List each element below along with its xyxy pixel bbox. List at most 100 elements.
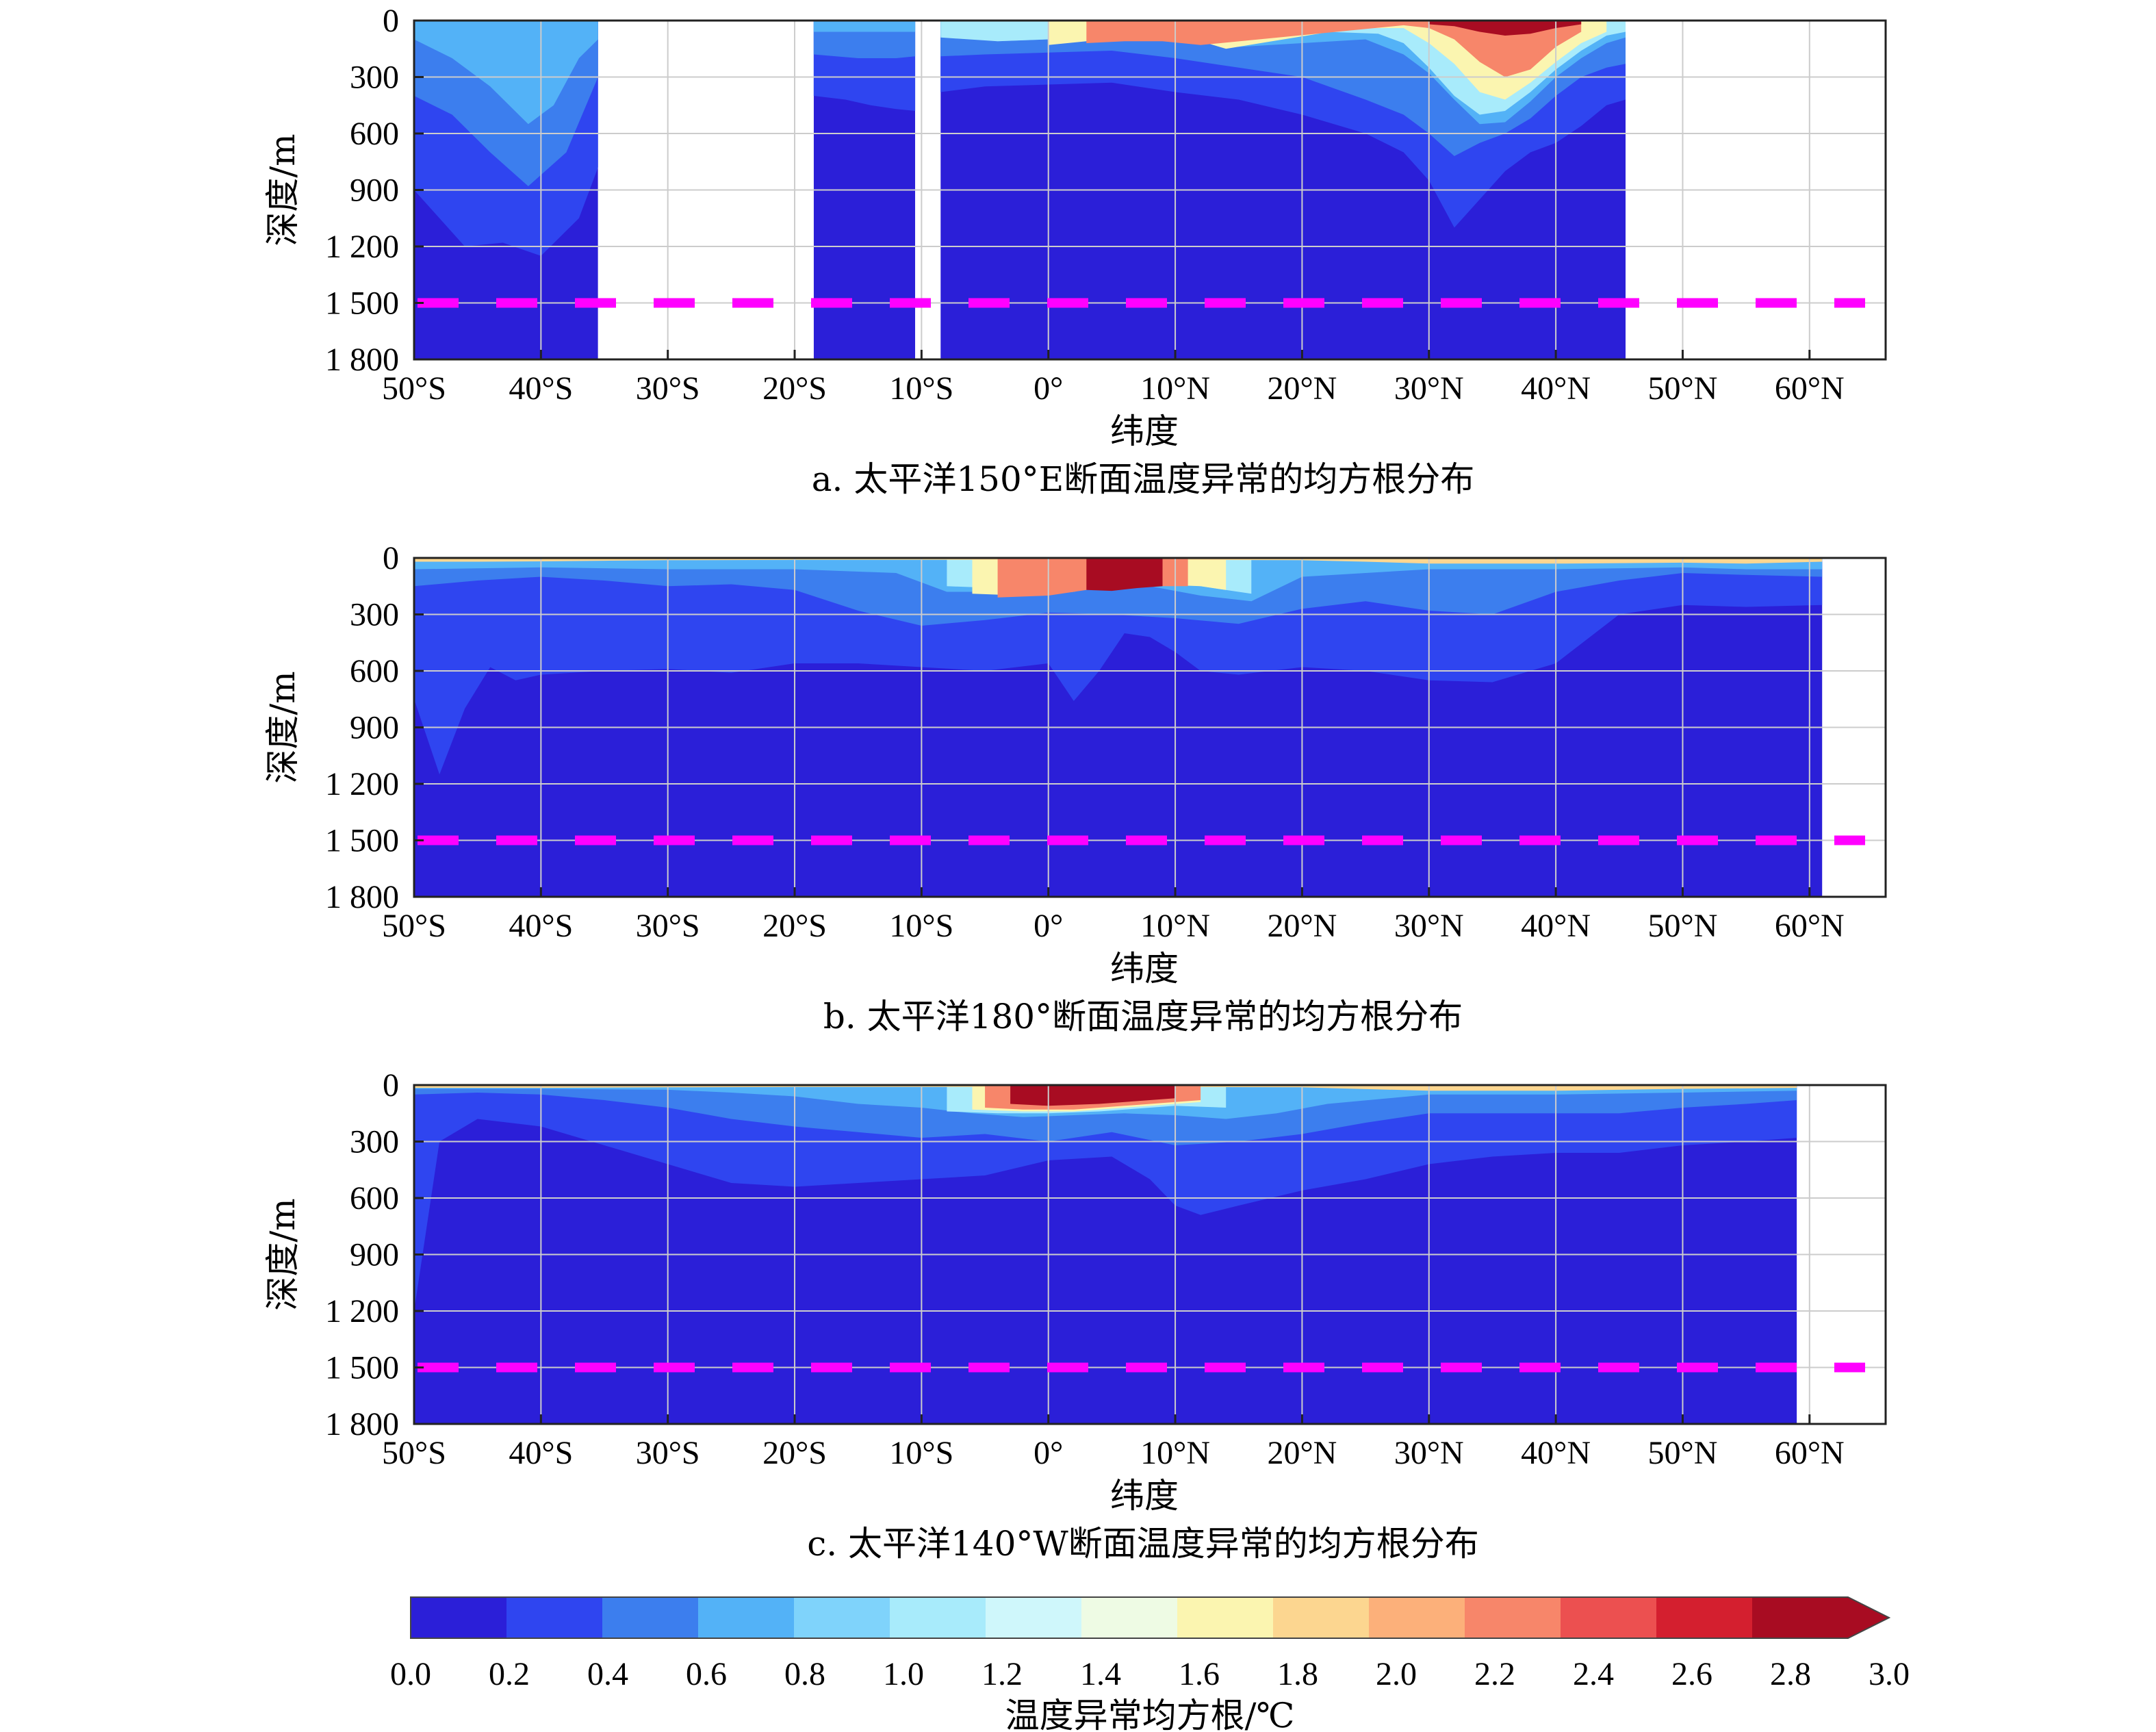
contour-band-2_8 bbox=[1010, 1085, 1176, 1106]
x-tick-label: 50°S bbox=[382, 908, 446, 944]
contour-band-1_8 bbox=[414, 1085, 1797, 1091]
y-axis-label: 深度/m bbox=[263, 1198, 303, 1310]
x-axis-label: 纬度 bbox=[1110, 949, 1179, 989]
contour-band-0_4 bbox=[414, 1085, 1797, 1145]
y-axis-label: 深度/m bbox=[263, 671, 303, 783]
x-tick-label: 0° bbox=[1034, 1435, 1063, 1471]
y-tick-label: 600 bbox=[350, 653, 399, 689]
x-tick-label: 10°N bbox=[1140, 908, 1210, 944]
colorbar-segment bbox=[1081, 1597, 1178, 1638]
y-tick-label: 0 bbox=[383, 3, 399, 39]
y-tick-label: 1 500 bbox=[325, 285, 399, 322]
colorbar-segment bbox=[1273, 1597, 1370, 1638]
x-tick-label: 10°N bbox=[1140, 370, 1210, 407]
contour-band-2_2 bbox=[1086, 21, 1582, 77]
contour-band-0_4 bbox=[414, 558, 1823, 626]
colorbar-tick-label: 1.6 bbox=[1179, 1656, 1220, 1692]
y-tick-label: 1 800 bbox=[325, 342, 399, 378]
y-axis-label: 深度/m bbox=[263, 133, 303, 246]
colorbar-tick-label: 1.4 bbox=[1080, 1656, 1121, 1692]
x-tick-label: 50°S bbox=[382, 370, 446, 407]
x-axis-label: 纬度 bbox=[1110, 1476, 1179, 1516]
x-tick-label: 0° bbox=[1034, 908, 1063, 944]
x-tick-label: 50°N bbox=[1648, 370, 1718, 407]
x-axis-label: 纬度 bbox=[1110, 411, 1179, 451]
y-tick-label: 0 bbox=[383, 540, 399, 576]
colorbar-label: 温度异常均方根/℃ bbox=[1005, 1696, 1295, 1732]
x-tick-label: 40°N bbox=[1521, 908, 1591, 944]
colorbar-tick-label: 3.0 bbox=[1869, 1656, 1910, 1692]
y-tick-label: 1 800 bbox=[325, 879, 399, 915]
x-tick-label: 0° bbox=[1034, 370, 1063, 407]
contour-band-1_8 bbox=[414, 558, 1823, 564]
colorbar-tick-label: 0.0 bbox=[390, 1656, 431, 1692]
x-tick-label: 20°S bbox=[762, 1435, 827, 1471]
x-tick-label: 60°N bbox=[1775, 1435, 1845, 1471]
y-tick-label: 900 bbox=[350, 1237, 399, 1273]
colorbar-tick-label: 1.8 bbox=[1277, 1656, 1318, 1692]
y-tick-label: 1 200 bbox=[325, 229, 399, 265]
x-tick-label: 40°N bbox=[1521, 370, 1591, 407]
x-tick-label: 50°S bbox=[382, 1435, 446, 1471]
colorbar-segment bbox=[986, 1597, 1082, 1638]
colorbar-tick-label: 1.0 bbox=[883, 1656, 924, 1692]
colorbar-segment bbox=[794, 1597, 890, 1638]
y-tick-label: 300 bbox=[350, 1124, 399, 1160]
x-tick-label: 30°N bbox=[1394, 1435, 1464, 1471]
colorbar-tick-label: 2.8 bbox=[1770, 1656, 1811, 1692]
y-tick-label: 900 bbox=[350, 710, 399, 746]
colorbar-tick-label: 1.2 bbox=[981, 1656, 1023, 1692]
colorbar-segment bbox=[1465, 1597, 1561, 1638]
colorbar-tick-label: 2.0 bbox=[1376, 1656, 1417, 1692]
y-tick-label: 1 800 bbox=[325, 1406, 399, 1442]
x-tick-label: 30°N bbox=[1394, 370, 1464, 407]
panel-a: 50°S 40°S 30°S 20°S 10°S 0° 10°N 20°N 30°N 40°N 50… bbox=[263, 3, 1887, 499]
y-tick-label: 600 bbox=[350, 116, 399, 152]
x-tick-label: 20°N bbox=[1267, 1435, 1337, 1471]
panel-caption: c. 太平洋140°W断面温度异常的均方根分布 bbox=[807, 1524, 1479, 1564]
x-tick-label: 20°N bbox=[1267, 370, 1337, 407]
colorbar-tick-label: 0.8 bbox=[784, 1656, 825, 1692]
contour-band-2_8 bbox=[1428, 21, 1582, 36]
x-tick-label: 10°S bbox=[889, 1435, 953, 1471]
x-tick-label: 50°N bbox=[1648, 908, 1718, 944]
x-tick-label: 40°S bbox=[509, 908, 573, 944]
x-tick-label: 20°S bbox=[762, 370, 827, 407]
colorbar-segment bbox=[1656, 1597, 1753, 1638]
colorbar-segment bbox=[1752, 1597, 1848, 1638]
x-tick-label: 40°S bbox=[509, 370, 573, 407]
colorbar-tick-label: 2.4 bbox=[1573, 1656, 1614, 1692]
y-tick-label: 900 bbox=[350, 173, 399, 209]
colorbar-tick-label: 0.4 bbox=[587, 1656, 628, 1692]
y-tick-label: 300 bbox=[350, 60, 399, 96]
colorbar-extend-arrow bbox=[1848, 1597, 1889, 1638]
x-tick-label: 60°N bbox=[1775, 370, 1845, 407]
x-tick-label: 20°S bbox=[762, 908, 827, 944]
colorbar-tick-label: 0.2 bbox=[489, 1656, 530, 1692]
y-tick-label: 1 500 bbox=[325, 1350, 399, 1386]
contour-band-2_8 bbox=[1086, 558, 1163, 591]
panel-c: 50°S 40°S 30°S 20°S 10°S 0° 10°N 20°N 30°N 40°N 50… bbox=[263, 1067, 1887, 1564]
y-tick-label: 1 200 bbox=[325, 766, 399, 802]
colorbar-segment bbox=[1561, 1597, 1657, 1638]
x-tick-label: 40°S bbox=[509, 1435, 573, 1471]
colorbar-tick-label: 2.2 bbox=[1474, 1656, 1515, 1692]
x-tick-label: 10°N bbox=[1140, 1435, 1210, 1471]
x-tick-label: 60°N bbox=[1775, 908, 1845, 944]
x-tick-label: 30°S bbox=[636, 370, 700, 407]
colorbar-segment bbox=[602, 1597, 699, 1638]
colorbar: 0.0 0.2 0.4 0.6 0.8 1.0 1.2 1.4 1.6 1.8 2.0 2.2 2.4 2… bbox=[390, 1596, 1910, 1732]
x-tick-label: 30°S bbox=[636, 1435, 700, 1471]
colorbar-segment bbox=[506, 1597, 603, 1638]
x-tick-label: 30°N bbox=[1394, 908, 1464, 944]
colorbar-segment bbox=[1177, 1597, 1274, 1638]
colorbar-outline bbox=[410, 1596, 1891, 1639]
x-tick-label: 40°N bbox=[1521, 1435, 1591, 1471]
y-tick-label: 1 200 bbox=[325, 1293, 399, 1329]
colorbar-tick-label: 2.6 bbox=[1671, 1656, 1712, 1692]
panel-b: 50°S 40°S 30°S 20°S 10°S 0° 10°N 20°N 30°N 40°N 50… bbox=[263, 540, 1887, 1036]
panel-caption: a. 太平洋150°E断面温度异常的均方根分布 bbox=[812, 459, 1475, 499]
panel-caption: b. 太平洋180°断面温度异常的均方根分布 bbox=[823, 997, 1463, 1036]
x-tick-label: 10°S bbox=[889, 908, 953, 944]
